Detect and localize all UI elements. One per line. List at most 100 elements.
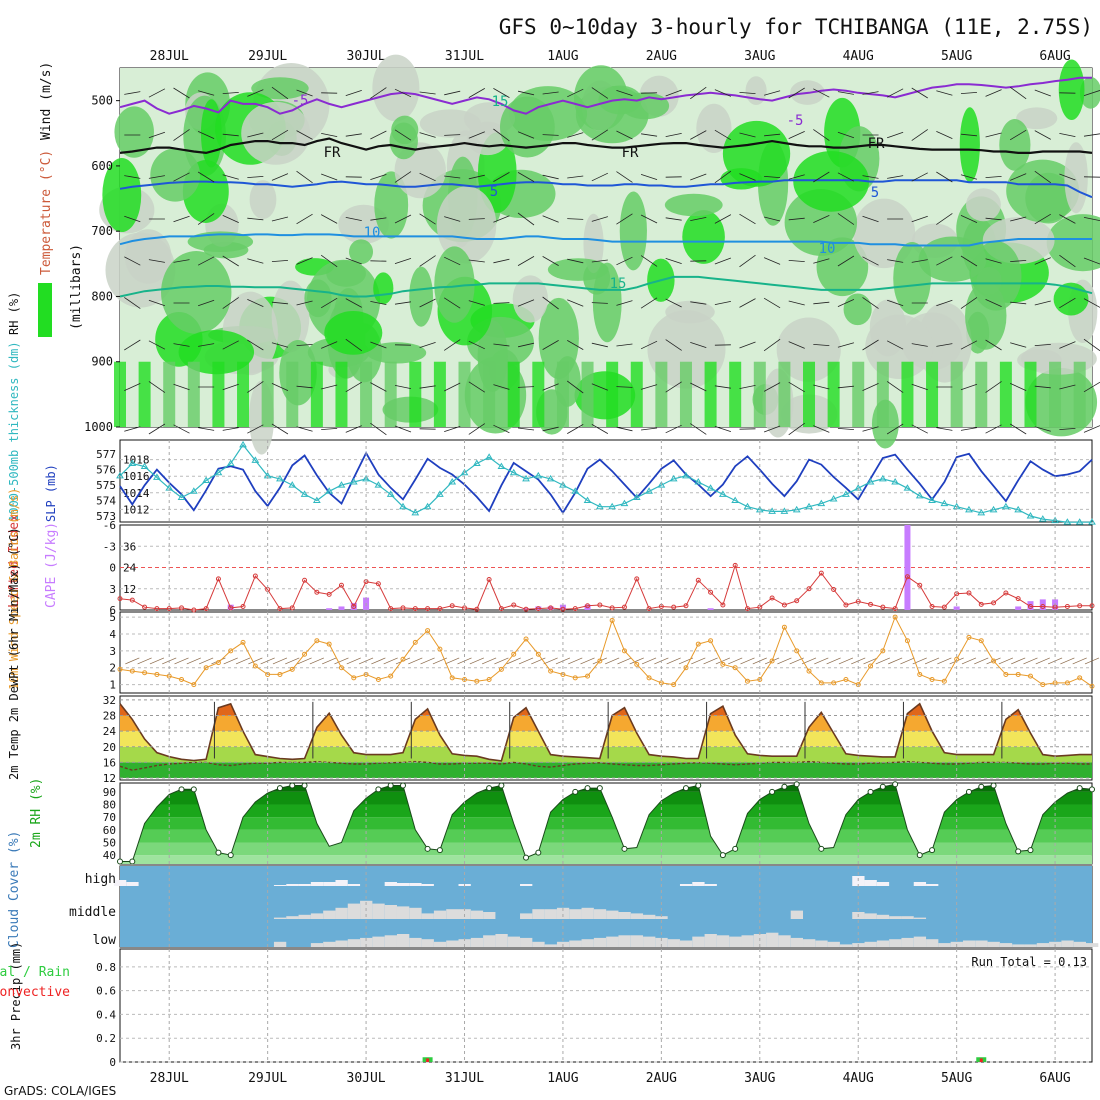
cloud-low-bar	[791, 938, 803, 947]
isotherm-label: FR	[324, 145, 341, 161]
rh-low-shade	[680, 362, 692, 427]
wind-barb-10m	[716, 658, 730, 664]
rh-marker	[573, 789, 578, 794]
wind-barb-10m	[704, 658, 718, 664]
cloud-low-bar	[840, 944, 852, 947]
cloud-middle-bar	[409, 908, 421, 919]
cloud-middle-bar	[532, 909, 544, 919]
cloud-low-bar	[680, 941, 692, 948]
cloud-low-bar	[1086, 943, 1098, 947]
rh-band	[120, 783, 1092, 792]
wind-barb-10m	[273, 658, 287, 664]
rh-shade-blob	[966, 188, 1001, 221]
rh-low-shade	[1074, 362, 1086, 427]
rh-low-shade	[163, 362, 175, 427]
wind-tick-label: 2	[109, 662, 116, 675]
chart-title: GFS 0~10day 3-hourly for TCHIBANGA (11E,…	[499, 15, 1093, 39]
precip-convective-bar	[426, 1058, 429, 1062]
rh-marker	[400, 783, 405, 788]
cloud-high-bar	[692, 882, 704, 886]
date-tick-label-top: 4AUG	[843, 49, 874, 64]
rh-marker	[536, 850, 541, 855]
rh-marker	[524, 855, 529, 860]
rh-shade-blob	[574, 65, 628, 130]
wind-barb-10m	[371, 658, 385, 664]
rh-marker	[720, 853, 725, 858]
rh-low-shade	[114, 362, 126, 427]
rh-low-shade	[385, 362, 397, 427]
cloud-low-bar	[828, 942, 840, 947]
rh-marker	[216, 850, 221, 855]
wind-tick-label: 5	[109, 611, 116, 624]
rh-low-shade	[803, 362, 815, 427]
cloud-low-bar	[508, 937, 520, 947]
rh-low-shade	[557, 362, 569, 427]
wind-barb-10m	[384, 658, 398, 664]
rh-low-shade	[188, 362, 200, 427]
rh-low-shade	[901, 362, 913, 427]
slp-axis-label: SLP (mb)	[44, 464, 58, 522]
wind-barb-10m	[827, 658, 841, 664]
date-tick-label-top: 28JUL	[150, 49, 189, 64]
isotherm-label: FR	[622, 145, 639, 161]
cloud-high-bar	[422, 884, 434, 886]
cloud-middle-bar	[397, 906, 409, 919]
run-total-label: Run Total = 0.13	[971, 955, 1087, 969]
thickness-tick-label: 574	[96, 495, 116, 508]
rh-marker	[597, 786, 602, 791]
wind-barb-10m	[175, 658, 189, 664]
cloud-low-bar	[778, 935, 790, 947]
wind-barb-10m	[839, 658, 853, 664]
cloud-low-bar	[865, 942, 877, 947]
rh-shade-blob	[304, 279, 331, 317]
cloud-middle-bar	[877, 915, 889, 919]
millibars-axis-label: (millibars)	[69, 244, 84, 330]
cloud-middle-bar	[434, 911, 446, 919]
cloud-low-bar	[618, 935, 630, 947]
rh-shade-blob	[723, 121, 790, 187]
temp-tick-label: 28	[103, 710, 116, 723]
cloud-low-bar	[471, 938, 483, 947]
rh-marker	[917, 853, 922, 858]
cloud-low-bar	[495, 934, 507, 947]
pressure-tick-label: 800	[91, 289, 113, 303]
pressure-tick-label: 900	[91, 355, 113, 369]
wind-tick-label: 3	[109, 645, 116, 658]
cloud-low-bar	[520, 938, 532, 947]
rh-marker	[1016, 849, 1021, 854]
rh-low-shade	[360, 362, 372, 427]
cloud-middle-bar	[422, 913, 434, 919]
rh-shade-blob	[621, 92, 669, 119]
rh-low-shade	[951, 362, 963, 427]
wind-barb-10m	[605, 658, 619, 664]
cloud-low-bar	[803, 939, 815, 947]
rh-bands	[120, 783, 1092, 864]
wind-barb-10m	[544, 658, 558, 664]
rh-shade-blob	[390, 122, 418, 159]
cloud-low-bar	[815, 941, 827, 948]
rh-marker	[499, 783, 504, 788]
rh-axis-label: RH (%)	[7, 292, 21, 335]
precip-convective-bar	[980, 1058, 983, 1062]
wind-tick-label: 4	[109, 628, 116, 641]
cloud-low-bar	[901, 938, 913, 947]
cloud-high-bar	[926, 884, 938, 886]
rh-low-shade	[1049, 362, 1061, 427]
rh-shade-blob	[844, 293, 872, 325]
precip-tick-label: 0.4	[96, 1008, 116, 1021]
rh-band	[120, 817, 1092, 830]
wind-barb-10m	[740, 658, 754, 664]
cloud-low-bar	[348, 939, 360, 947]
rh-low-shade	[1024, 362, 1036, 427]
wind-barb-10m	[937, 658, 951, 664]
rh-low-shade	[877, 362, 889, 427]
cloud-middle-bar	[914, 918, 926, 919]
cloud-high-bar	[335, 880, 347, 886]
date-tick-label-top: 31JUL	[445, 49, 484, 64]
rh-marker	[130, 859, 135, 864]
cloud-middle-bar	[520, 913, 532, 919]
cloud-high-bar	[274, 885, 286, 886]
cloud-middle-bar	[594, 909, 606, 919]
cape-bar	[338, 606, 344, 610]
rh-shade-blob	[620, 191, 647, 270]
